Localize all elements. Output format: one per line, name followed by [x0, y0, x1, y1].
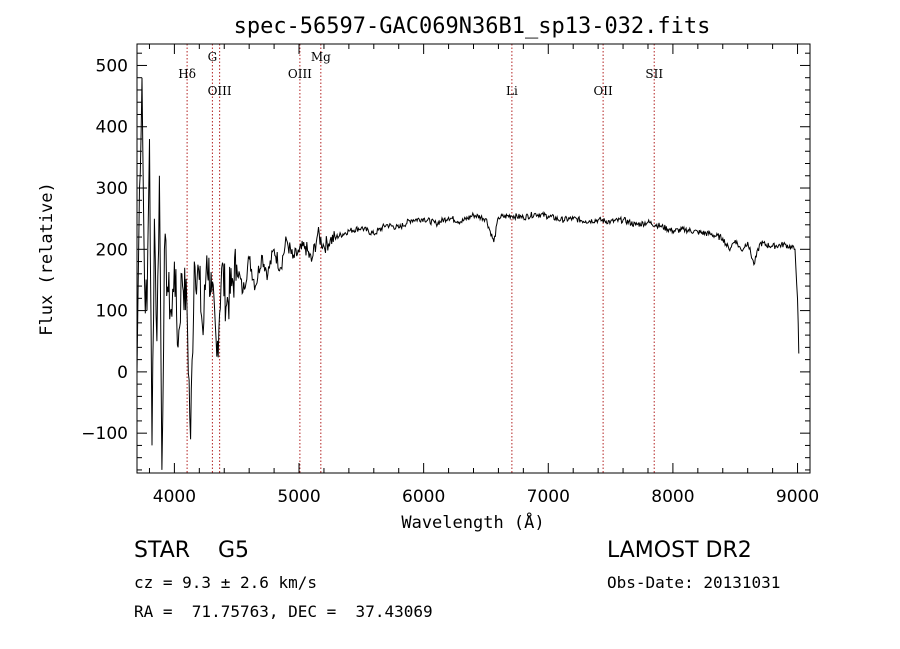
line-label-7: SII — [645, 67, 663, 81]
chart-title: spec-56597-GAC069N36B1_sp13-032.fits — [234, 14, 711, 39]
x-tick-label: 5000 — [277, 487, 320, 507]
x-tick-label: 4000 — [153, 487, 196, 507]
x-tick-label: 9000 — [776, 487, 819, 507]
ra-dec: RA = 71.75763, DEC = 37.43069 — [134, 602, 433, 621]
x-tick-label: 6000 — [402, 487, 445, 507]
redshift-cz: cz = 9.3 ± 2.6 km/s — [134, 573, 318, 592]
spectral-line-markers: Hδ G OIII OIII Mg Li OII SII — [178, 44, 663, 473]
x-tick-label: 8000 — [651, 487, 694, 507]
spectrum-series — [136, 77, 800, 470]
y-tick-label: 100 — [96, 302, 128, 322]
y-tick-label: 400 — [96, 118, 128, 138]
line-label-0: Hδ — [178, 67, 196, 81]
y-tick-label: 500 — [96, 56, 128, 76]
line-label-6: OII — [593, 84, 613, 98]
line-label-1: G — [208, 50, 218, 64]
survey-name: LAMOST DR2 — [607, 538, 752, 563]
y-tick-label: 0 — [117, 363, 128, 383]
x-tick-label: 7000 — [527, 487, 570, 507]
plot-frame — [136, 43, 811, 474]
x-axis-label: Wavelength (Å) — [401, 511, 544, 533]
line-label-5: Li — [506, 84, 518, 98]
line-label-4: Mg — [311, 50, 331, 64]
line-label-3: OIII — [288, 67, 312, 81]
y-tick-label: 300 — [96, 179, 128, 199]
axis-ticks: 4000 5000 6000 7000 8000 9000 −100 0 100 200 300 40… — [81, 44, 819, 507]
y-tick-label: −100 — [81, 424, 128, 444]
object-type: STAR G5 — [134, 538, 250, 563]
y-axis-label: Flux (relative) — [37, 182, 57, 336]
y-tick-label: 200 — [96, 240, 128, 260]
line-label-2: OIII — [208, 84, 232, 98]
observation-date: Obs-Date: 20131031 — [607, 573, 781, 592]
